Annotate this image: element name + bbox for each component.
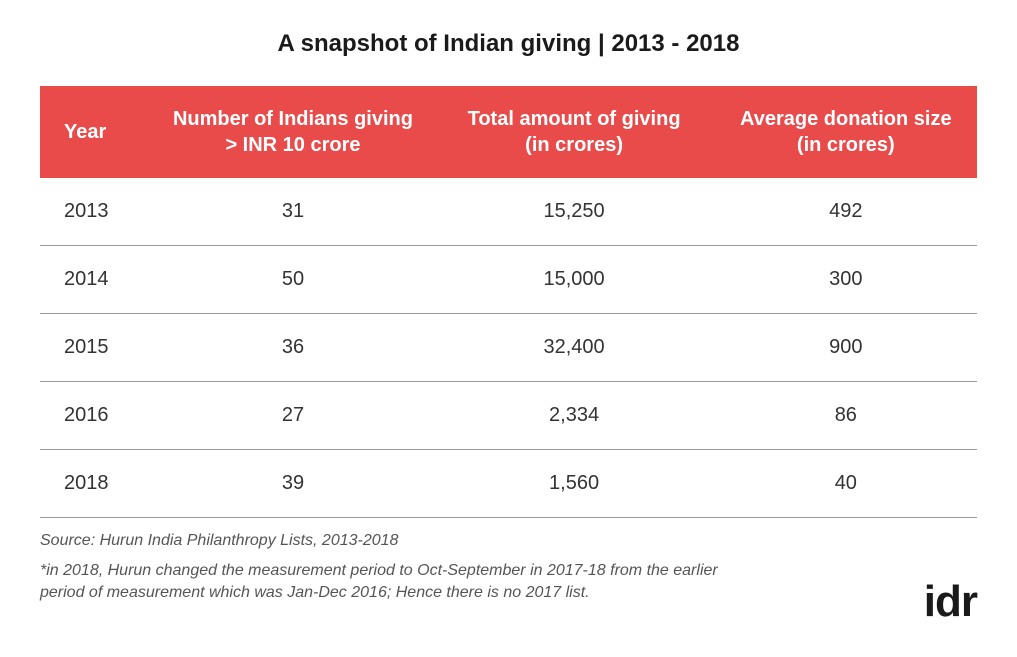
table-header-row: Year Number of Indians giving> INR 10 cr… bbox=[40, 86, 977, 178]
data-table: Year Number of Indians giving> INR 10 cr… bbox=[40, 86, 977, 518]
table-body: 2013 31 15,250 492 2014 50 15,000 300 20… bbox=[40, 178, 977, 518]
cell-year: 2014 bbox=[40, 246, 152, 314]
table-row: 2016 27 2,334 86 bbox=[40, 382, 977, 450]
col-header-average: Average donation size(in crores) bbox=[715, 86, 977, 178]
cell-total: 15,000 bbox=[434, 246, 715, 314]
cell-average: 492 bbox=[715, 178, 977, 246]
cell-givers: 50 bbox=[152, 246, 433, 314]
cell-average: 900 bbox=[715, 314, 977, 382]
cell-average: 40 bbox=[715, 450, 977, 518]
cell-total: 2,334 bbox=[434, 382, 715, 450]
col-header-year: Year bbox=[40, 86, 152, 178]
table-row: 2015 36 32,400 900 bbox=[40, 314, 977, 382]
cell-total: 15,250 bbox=[434, 178, 715, 246]
table-row: 2014 50 15,000 300 bbox=[40, 246, 977, 314]
cell-year: 2018 bbox=[40, 450, 152, 518]
cell-total: 1,560 bbox=[434, 450, 715, 518]
cell-year: 2015 bbox=[40, 314, 152, 382]
brand-logo: idr bbox=[924, 577, 977, 627]
cell-givers: 39 bbox=[152, 450, 433, 518]
cell-average: 300 bbox=[715, 246, 977, 314]
cell-year: 2013 bbox=[40, 178, 152, 246]
cell-givers: 36 bbox=[152, 314, 433, 382]
cell-average: 86 bbox=[715, 382, 977, 450]
cell-givers: 31 bbox=[152, 178, 433, 246]
cell-givers: 27 bbox=[152, 382, 433, 450]
footnote: *in 2018, Hurun changed the measurement … bbox=[40, 560, 720, 605]
cell-year: 2016 bbox=[40, 382, 152, 450]
cell-total: 32,400 bbox=[434, 314, 715, 382]
col-header-total: Total amount of giving(in crores) bbox=[434, 86, 715, 178]
table-row: 2013 31 15,250 492 bbox=[40, 178, 977, 246]
col-header-givers: Number of Indians giving> INR 10 crore bbox=[152, 86, 433, 178]
table-row: 2018 39 1,560 40 bbox=[40, 450, 977, 518]
source-note: Source: Hurun India Philanthropy Lists, … bbox=[40, 532, 977, 550]
page-title: A snapshot of Indian giving | 2013 - 201… bbox=[40, 30, 977, 58]
